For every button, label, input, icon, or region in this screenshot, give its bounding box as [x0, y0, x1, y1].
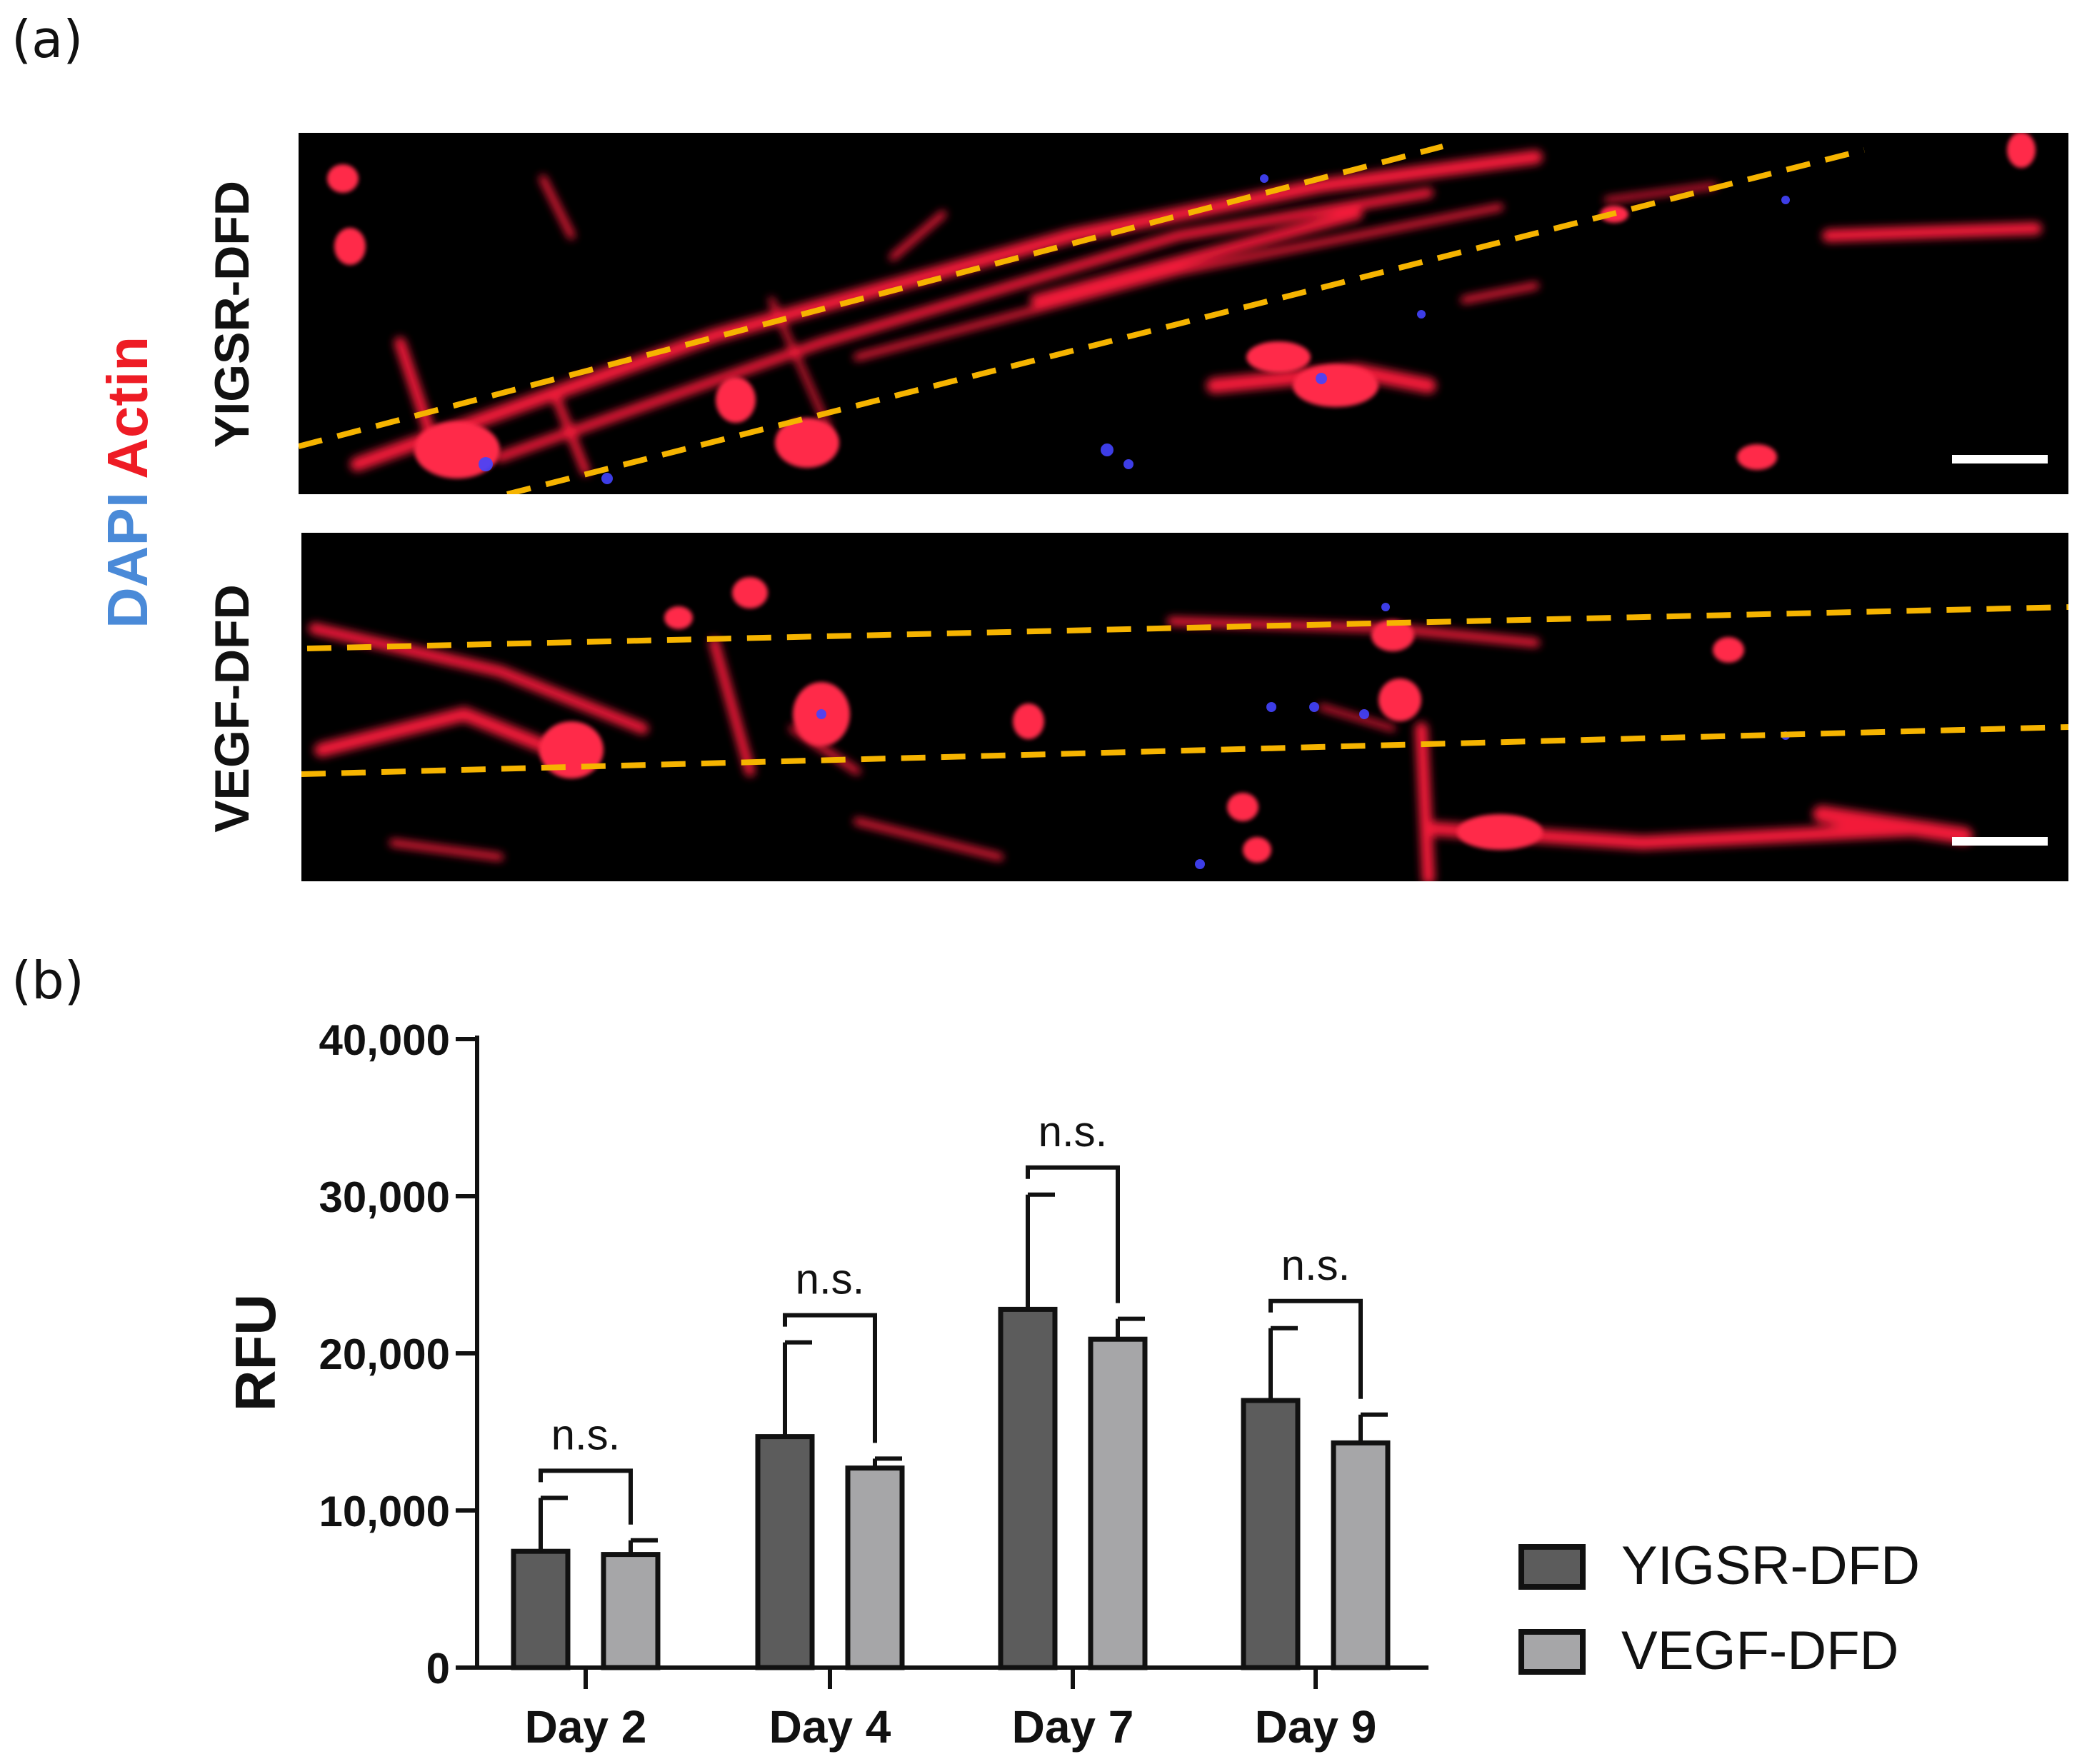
row-label-yigsr: YIGSR-DFD [205, 181, 259, 448]
y-axis-label: RFU [224, 1294, 287, 1411]
significance-label: n.s. [1039, 1108, 1108, 1156]
legend-item-vegf: VEGF-DFD [1518, 1620, 1898, 1681]
scale-bar-vegf [1952, 837, 2048, 846]
micrograph-yigsr [299, 133, 2068, 494]
x-axis-ticks: Day 2 Day 4 Day 7 Day 9 [525, 1668, 1377, 1753]
bar-yigsr [511, 1548, 571, 1670]
stain-label-dapi: DAPI [96, 492, 159, 628]
stain-label-actin: Actin [96, 336, 159, 479]
bar-yigsr [755, 1434, 815, 1670]
x-tick-label: Day 9 [1255, 1701, 1377, 1753]
significance-label: n.s. [551, 1410, 621, 1458]
y-axis-ticks: 0 10,000 20,000 30,000 40,000 [319, 1016, 477, 1693]
stain-label: DAPI Actin [96, 336, 159, 628]
legend-item-yigsr: YIGSR-DFD [1518, 1535, 1920, 1596]
x-tick-label: Day 2 [525, 1701, 647, 1753]
y-tick-label: 0 [426, 1645, 450, 1693]
significance-bracket [539, 1468, 633, 1525]
error-bars [539, 1192, 1388, 1555]
y-tick-label: 30,000 [319, 1173, 450, 1221]
bar-vegf [845, 1465, 905, 1670]
channel-boundary-vegf [301, 604, 2068, 777]
legend: YIGSR-DFD VEGF-DFD [1518, 1535, 1920, 1681]
bar-vegf [601, 1552, 661, 1670]
significance-bracket [1026, 1165, 1120, 1303]
y-tick-label: 20,000 [319, 1330, 450, 1378]
panel-a-label: (a) [11, 9, 83, 69]
legend-label-yigsr: YIGSR-DFD [1621, 1535, 1920, 1596]
significance-bracket [783, 1313, 877, 1443]
significance-label: n.s. [1281, 1241, 1351, 1289]
significance-brackets: n.s. n.s. n.s. n.s. [539, 1108, 1363, 1525]
legend-label-vegf: VEGF-DFD [1621, 1620, 1898, 1681]
x-tick-label: Day 4 [769, 1701, 891, 1753]
bar-yigsr [1241, 1398, 1301, 1670]
bar-yigsr [998, 1306, 1058, 1670]
significance-label: n.s. [796, 1256, 865, 1303]
panel-b-label: (b) [11, 951, 84, 1011]
x-tick-label: Day 7 [1012, 1701, 1134, 1753]
bars [511, 1306, 1391, 1670]
channel-boundary-yigsr [299, 144, 1865, 494]
bar-vegf [1088, 1336, 1148, 1670]
y-tick-label: 10,000 [319, 1488, 450, 1535]
y-tick-label: 40,000 [319, 1016, 450, 1064]
legend-swatch-yigsr [1518, 1544, 1586, 1590]
significance-bracket [1268, 1298, 1363, 1399]
micrograph-vegf [301, 533, 2068, 881]
legend-swatch-vegf [1518, 1629, 1586, 1675]
bar-vegf [1331, 1440, 1391, 1670]
row-label-vegf: VEGF-DFD [205, 584, 259, 833]
scale-bar-yigsr [1952, 455, 2048, 463]
